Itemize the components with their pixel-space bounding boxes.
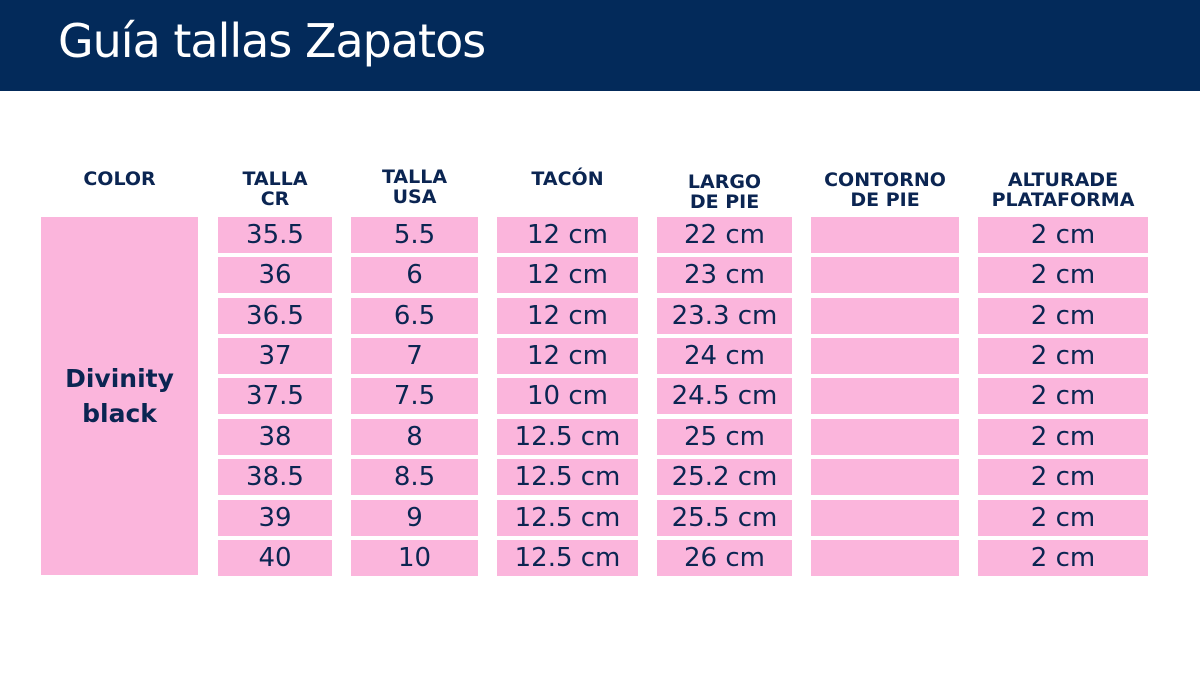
cell-talla-cr: 38.5 (218, 459, 332, 495)
cell-altura-plataforma: 2 cm (978, 338, 1148, 374)
cell-tacon: 12 cm (497, 338, 638, 374)
cell-largo-pie: 25.5 cm (657, 500, 792, 536)
cell-contorno-pie (811, 500, 959, 536)
cell-tacon: 12 cm (497, 298, 638, 334)
column-header-largo-pie: LARGO DE PIE (687, 171, 762, 213)
cell-contorno-pie (811, 419, 959, 455)
cell-contorno-pie (811, 217, 959, 253)
cell-talla-usa: 7 (351, 338, 478, 374)
cell-altura-plataforma: 2 cm (978, 500, 1148, 536)
cell-talla-usa: 6.5 (351, 298, 478, 334)
cell-altura-plataforma: 2 cm (978, 217, 1148, 253)
cell-tacon: 12.5 cm (497, 459, 638, 495)
cell-largo-pie: 23.3 cm (657, 298, 792, 334)
column-header-talla-usa: TALLA USA (381, 166, 448, 208)
cell-talla-cr: 37.5 (218, 378, 332, 414)
cell-talla-cr: 36.5 (218, 298, 332, 334)
cell-largo-pie: 25 cm (657, 419, 792, 455)
cell-tacon: 12.5 cm (497, 419, 638, 455)
cell-contorno-pie (811, 298, 959, 334)
cell-contorno-pie (811, 540, 959, 576)
color-name: Divinity black (65, 364, 174, 428)
cell-talla-cr: 36 (218, 257, 332, 293)
color-cell: Divinity black (41, 217, 198, 575)
cell-talla-cr: 39 (218, 500, 332, 536)
cell-largo-pie: 24.5 cm (657, 378, 792, 414)
cell-talla-cr: 35.5 (218, 217, 332, 253)
cell-tacon: 12 cm (497, 257, 638, 293)
cell-largo-pie: 26 cm (657, 540, 792, 576)
column-header-tacon: TACÓN (531, 168, 604, 190)
column-header-contorno-pie: CONTORNO DE PIE (824, 169, 946, 211)
cell-talla-cr: 37 (218, 338, 332, 374)
column-header-talla-cr: TALLA CR (242, 168, 308, 210)
cell-talla-usa: 9 (351, 500, 478, 536)
cell-talla-usa: 7.5 (351, 378, 478, 414)
cell-largo-pie: 24 cm (657, 338, 792, 374)
cell-tacon: 10 cm (497, 378, 638, 414)
column-header-color: COLOR (83, 168, 156, 190)
cell-largo-pie: 22 cm (657, 217, 792, 253)
cell-talla-usa: 10 (351, 540, 478, 576)
cell-altura-plataforma: 2 cm (978, 540, 1148, 576)
cell-talla-cr: 40 (218, 540, 332, 576)
page-title: Guía tallas Zapatos (58, 14, 486, 68)
cell-contorno-pie (811, 338, 959, 374)
cell-tacon: 12.5 cm (497, 500, 638, 536)
cell-talla-usa: 8 (351, 419, 478, 455)
cell-altura-plataforma: 2 cm (978, 257, 1148, 293)
cell-largo-pie: 25.2 cm (657, 459, 792, 495)
cell-altura-plataforma: 2 cm (978, 378, 1148, 414)
cell-altura-plataforma: 2 cm (978, 419, 1148, 455)
cell-talla-usa: 6 (351, 257, 478, 293)
cell-contorno-pie (811, 378, 959, 414)
cell-tacon: 12.5 cm (497, 540, 638, 576)
cell-largo-pie: 23 cm (657, 257, 792, 293)
cell-contorno-pie (811, 459, 959, 495)
cell-contorno-pie (811, 257, 959, 293)
cell-altura-plataforma: 2 cm (978, 298, 1148, 334)
cell-talla-usa: 5.5 (351, 217, 478, 253)
header-bar: Guía tallas Zapatos (0, 0, 1200, 91)
cell-talla-usa: 8.5 (351, 459, 478, 495)
cell-tacon: 12 cm (497, 217, 638, 253)
cell-talla-cr: 38 (218, 419, 332, 455)
cell-altura-plataforma: 2 cm (978, 459, 1148, 495)
column-header-altura-plataforma: ALTURADE PLATAFORMA (991, 169, 1135, 211)
